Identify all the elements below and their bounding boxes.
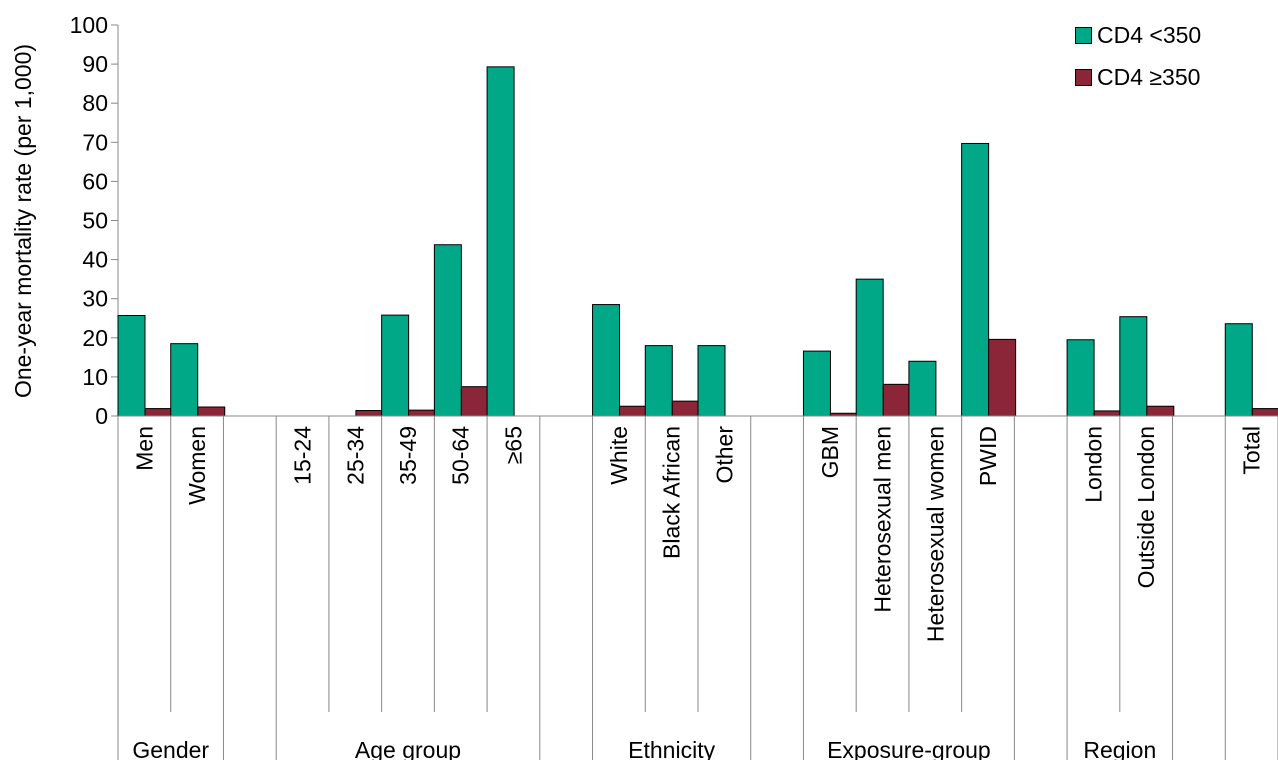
bar-cd4-ge350 (672, 401, 699, 416)
y-tick-label: 0 (95, 403, 108, 429)
bar-cd4-ge350 (989, 339, 1016, 416)
bar-cd4-lt350 (803, 351, 830, 416)
legend-swatch-cd4-ge350 (1075, 69, 1092, 86)
x-tick-label: London (1080, 426, 1106, 503)
y-tick-label: 100 (70, 12, 108, 38)
bar-cd4-lt350 (1067, 340, 1094, 416)
y-tick-label: 10 (82, 364, 108, 390)
bar-cd4-ge350 (1094, 411, 1121, 416)
group-label: Ethnicity (628, 737, 715, 760)
x-tick-label: 25-34 (342, 426, 368, 485)
bar-cd4-lt350 (171, 344, 198, 416)
x-tick-label: White (606, 426, 632, 485)
x-axis: Men Women 15-24 25-34 35-49 50-64 ≥65 White Blac… (118, 416, 1278, 760)
x-tick-label: 35-49 (395, 426, 421, 485)
bar-cd4-ge350 (145, 409, 172, 416)
y-tick-label: 50 (82, 208, 108, 234)
bar-cd4-ge350 (409, 410, 436, 416)
y-tick-label: 80 (82, 90, 108, 116)
group-label: Exposure-group (827, 737, 991, 760)
x-tick-label: GBM (817, 426, 843, 478)
x-tick-label: 15-24 (290, 426, 316, 485)
legend-label-cd4-ge350: CD4 ≥350 (1097, 64, 1200, 91)
x-tick-label: Women (184, 426, 210, 505)
bar-cd4-lt350 (593, 305, 620, 416)
bar-cd4-lt350 (1225, 324, 1252, 416)
bar-cd4-ge350 (198, 407, 225, 416)
x-tick-label: Heterosexual women (922, 426, 948, 642)
bar-cd4-ge350 (1252, 409, 1278, 416)
x-tick-label: Outside London (1133, 426, 1159, 588)
bar-cd4-ge350 (356, 411, 383, 416)
legend-item-cd4-ge350: CD4 ≥350 (1075, 56, 1201, 98)
y-tick-label: 30 (82, 286, 108, 312)
bar-cd4-lt350 (856, 279, 883, 416)
bar-cd4-ge350 (461, 387, 488, 416)
x-tick-label: 50-64 (448, 426, 474, 485)
x-tick-label: Black African (659, 426, 685, 559)
x-tick-label: Other (711, 426, 737, 484)
bar-cd4-lt350 (382, 315, 409, 416)
y-tick-label: 70 (82, 129, 108, 155)
y-tick-label: 40 (82, 247, 108, 273)
group-label: Region (1083, 737, 1156, 760)
legend-item-cd4-lt350: CD4 <350 (1075, 14, 1201, 56)
bars (118, 67, 1278, 416)
bar-cd4-lt350 (118, 316, 145, 416)
bar-cd4-lt350 (698, 346, 725, 416)
legend: CD4 <350 CD4 ≥350 (1075, 14, 1201, 98)
x-tick-label: PWID (975, 426, 1001, 486)
group-label: Gender (132, 737, 209, 760)
y-tick-label: 90 (82, 51, 108, 77)
x-tick-label: Heterosexual men (870, 426, 896, 613)
bar-cd4-ge350 (620, 406, 647, 416)
y-tick-label: 60 (82, 168, 108, 194)
legend-label-cd4-lt350: CD4 <350 (1097, 22, 1201, 49)
bar-cd4-lt350 (909, 361, 936, 416)
bar-cd4-lt350 (645, 346, 672, 416)
x-tick-label: Total (1239, 426, 1265, 475)
bar-cd4-lt350 (962, 143, 989, 416)
legend-swatch-cd4-lt350 (1075, 27, 1092, 44)
y-axis-label: One-year mortality rate (per 1,000) (10, 44, 36, 398)
bar-cd4-lt350 (487, 67, 514, 416)
group-label: Age group (355, 737, 461, 760)
bar-cd4-lt350 (434, 245, 461, 416)
x-tick-label: Men (131, 426, 157, 471)
bar-cd4-lt350 (1120, 317, 1147, 416)
x-tick-label: ≥65 (500, 426, 526, 464)
bar-cd4-ge350 (1147, 406, 1174, 416)
y-tick-label: 20 (82, 325, 108, 351)
y-axis: 0 10 20 30 40 50 60 70 80 90 100 (70, 12, 118, 429)
bar-cd4-ge350 (883, 384, 910, 416)
